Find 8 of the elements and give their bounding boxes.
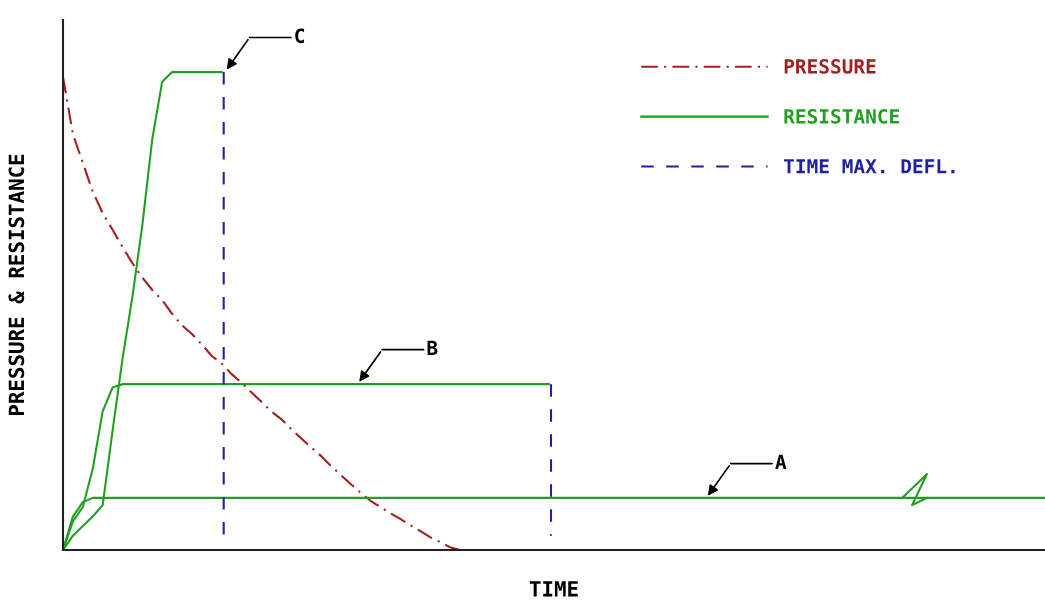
y-axis-title: PRESSURE & RESISTANCE [8, 154, 25, 416]
annotation: B [427, 340, 438, 356]
annotation: TIME MAX. DEFL. [784, 159, 955, 174]
x-axis-title: TIME [529, 581, 578, 597]
annotation: A [775, 454, 787, 469]
text: RESISTANCE [784, 108, 899, 124]
text: C [295, 28, 305, 44]
text: PRESSURE [784, 59, 876, 74]
